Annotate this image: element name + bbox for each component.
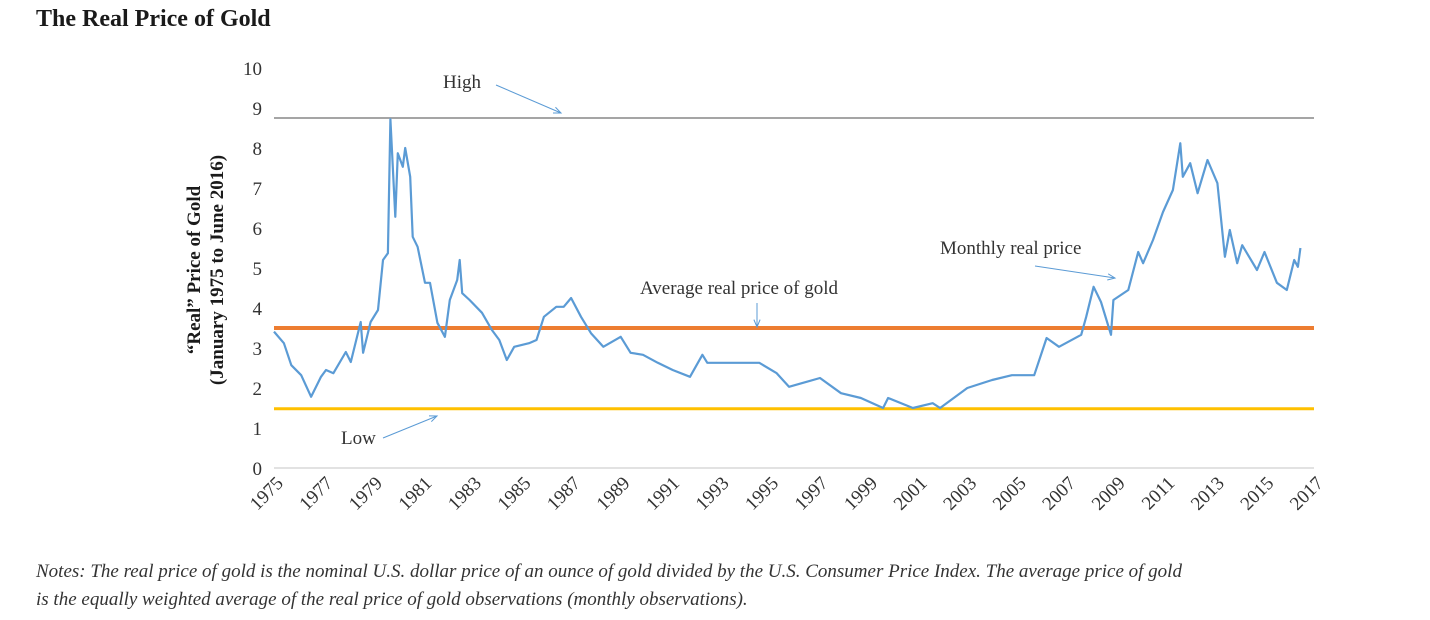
annotation-high: High bbox=[443, 72, 482, 93]
arrow-high bbox=[495, 84, 562, 114]
x-tick-label: 2011 bbox=[1138, 473, 1179, 514]
arrow-low bbox=[382, 415, 438, 439]
arrowhead bbox=[753, 319, 761, 329]
reference-lines bbox=[274, 117, 1314, 411]
x-tick-label: 1999 bbox=[840, 473, 882, 515]
annotation-average: Average real price of gold bbox=[640, 278, 838, 299]
x-tick-label: 2013 bbox=[1187, 473, 1229, 515]
arrowhead bbox=[428, 415, 439, 423]
x-tick-label: 2003 bbox=[939, 473, 981, 515]
y-tick-label: 4 bbox=[253, 299, 263, 320]
x-tick-label: 2017 bbox=[1286, 473, 1328, 515]
x-tick-label: 2005 bbox=[989, 473, 1031, 515]
y-tick-label: 2 bbox=[253, 379, 263, 400]
x-tick-label: 1989 bbox=[593, 473, 635, 515]
notes-line-2: is the equally weighted average of the r… bbox=[36, 589, 748, 610]
y-tick-label: 1 bbox=[253, 419, 263, 440]
annotations: High Low Average real price of gold Mont… bbox=[341, 72, 1117, 449]
y-axis-label-line-1: “Real” Price of Gold bbox=[184, 185, 205, 354]
x-tick-label: 2015 bbox=[1237, 473, 1279, 515]
arrowhead bbox=[1107, 273, 1117, 281]
x-tick-label: 1991 bbox=[642, 473, 684, 515]
arrowhead bbox=[552, 106, 563, 114]
x-tick-label: 1987 bbox=[543, 473, 585, 515]
annotation-low: Low bbox=[341, 428, 376, 449]
x-tick-label: 1981 bbox=[395, 473, 437, 515]
x-tick-label: 2007 bbox=[1038, 473, 1080, 515]
y-tick-label: 3 bbox=[253, 339, 263, 360]
y-axis-label: “Real” Price of Gold (January 1975 to Ju… bbox=[184, 155, 228, 385]
chart-title: The Real Price of Gold bbox=[36, 6, 271, 32]
x-tick-label: 2009 bbox=[1088, 473, 1130, 515]
x-tick-label: 1995 bbox=[741, 473, 783, 515]
y-tick-label: 0 bbox=[253, 459, 263, 480]
y-tick-label: 8 bbox=[253, 139, 263, 160]
y-tick-label: 6 bbox=[253, 219, 263, 240]
y-tick-label: 10 bbox=[243, 59, 262, 80]
arrow-monthly bbox=[1034, 265, 1116, 279]
annotation-monthly: Monthly real price bbox=[940, 238, 1081, 259]
x-tick-label: 1983 bbox=[444, 473, 486, 515]
series-line-monthly-real-price bbox=[273, 118, 1302, 410]
y-ticks: 0 1 2 3 4 5 6 7 8 9 10 bbox=[243, 59, 263, 480]
x-tick-label: 1985 bbox=[494, 473, 536, 515]
y-tick-label: 5 bbox=[253, 259, 263, 280]
x-tick-label: 1997 bbox=[791, 473, 833, 515]
x-tick-label: 1977 bbox=[296, 473, 338, 515]
notes-line-1: Notes: The real price of gold is the nom… bbox=[35, 561, 1182, 582]
x-tick-label: 2001 bbox=[890, 473, 932, 515]
x-tick-label: 1993 bbox=[692, 473, 734, 515]
y-tick-label: 7 bbox=[253, 179, 263, 200]
y-axis-label-line-2: (January 1975 to June 2016) bbox=[207, 155, 228, 385]
y-tick-label: 9 bbox=[253, 99, 263, 120]
x-ticks: 1975 1977 1979 1981 1983 1985 1987 1989 1991 1993… bbox=[246, 473, 1328, 515]
x-tick-label: 1979 bbox=[345, 473, 387, 515]
